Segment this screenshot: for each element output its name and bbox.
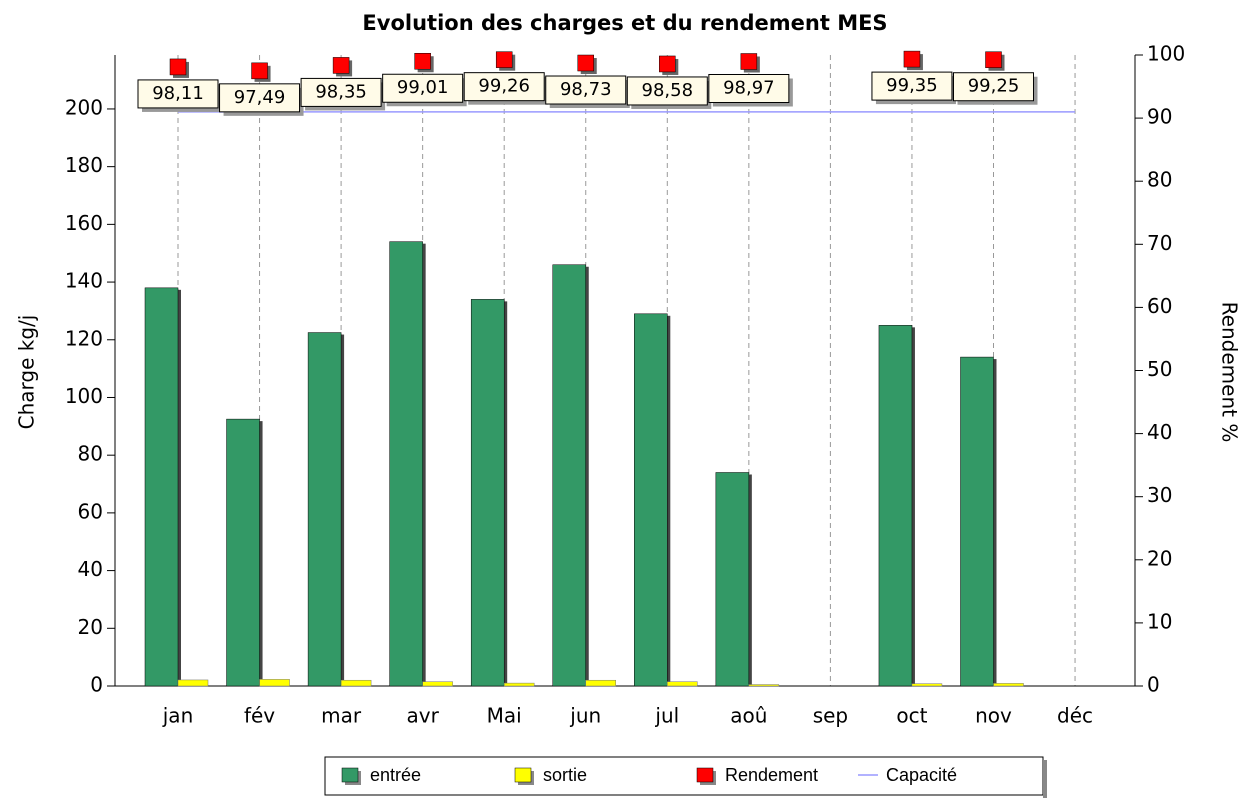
bar xyxy=(422,681,453,687)
y-tick-label: 140 xyxy=(65,269,103,293)
x-tick-label: fév xyxy=(244,704,275,728)
marker xyxy=(495,51,513,68)
x-tick-label: oct xyxy=(896,704,927,728)
label-box xyxy=(463,72,545,102)
bar xyxy=(585,679,616,687)
legend-label: Capacité xyxy=(886,765,957,785)
label-box xyxy=(219,83,301,113)
x-tick-label: jan xyxy=(162,704,194,728)
data-label: 99,35 xyxy=(886,75,938,96)
legend-swatch xyxy=(696,767,714,783)
marker xyxy=(659,55,676,73)
bar xyxy=(878,325,913,687)
data-label: 98,97 xyxy=(723,77,775,98)
y-tick-label: 80 xyxy=(78,442,103,466)
y-tick-label: 160 xyxy=(65,211,103,235)
marker xyxy=(903,50,921,68)
bar xyxy=(911,683,943,687)
label-box xyxy=(626,76,708,106)
y-tick-label: 100 xyxy=(65,384,103,408)
x-tick-label: nov xyxy=(975,704,1012,728)
x-tick-label: déc xyxy=(1057,704,1093,728)
bar xyxy=(144,287,179,687)
y2-tick-label: 40 xyxy=(1147,420,1172,444)
label-box xyxy=(300,77,382,107)
label-box xyxy=(137,79,219,109)
bar xyxy=(389,241,423,687)
y-tick-label: 180 xyxy=(65,153,103,177)
y-tick-label: 200 xyxy=(65,95,103,119)
y2-tick-label: 50 xyxy=(1147,357,1172,381)
bar xyxy=(960,356,994,687)
label-box xyxy=(953,72,1034,102)
data-label: 99,01 xyxy=(397,77,449,98)
bar xyxy=(470,299,505,687)
y2-axis-label: Rendement % xyxy=(1218,302,1242,443)
marker xyxy=(251,62,268,80)
y2-tick-label: 90 xyxy=(1147,105,1172,129)
y2-tick-label: 80 xyxy=(1147,168,1172,192)
data-label: 98,73 xyxy=(560,79,612,100)
data-label: 97,49 xyxy=(234,87,286,108)
y-tick-label: 40 xyxy=(78,557,103,581)
chart-title: Evolution des charges et du rendement ME… xyxy=(362,11,887,35)
bar xyxy=(340,679,372,687)
x-tick-label: sep xyxy=(813,704,848,728)
y2-tick-label: 100 xyxy=(1147,42,1185,66)
marker xyxy=(577,54,594,72)
x-tick-label: avr xyxy=(406,704,439,728)
y2-tick-label: 30 xyxy=(1147,483,1172,507)
label-box xyxy=(871,71,953,101)
marker xyxy=(414,52,431,70)
y-tick-label: 20 xyxy=(78,615,103,639)
marker xyxy=(985,51,1002,68)
y-axis-label: Charge kg/j xyxy=(15,315,39,430)
legend-box xyxy=(324,756,1044,796)
y2-tick-label: 20 xyxy=(1147,546,1172,570)
legend-swatch xyxy=(514,767,532,783)
marker xyxy=(169,58,187,76)
y-tick-label: 0 xyxy=(90,673,103,697)
data-label: 99,25 xyxy=(968,76,1020,97)
data-label: 98,35 xyxy=(315,81,367,102)
y2-tick-label: 10 xyxy=(1147,609,1172,633)
legend-label: entrée xyxy=(370,765,421,785)
data-label: 98,11 xyxy=(152,83,204,104)
y-tick-label: 120 xyxy=(65,326,103,350)
bar xyxy=(226,418,260,687)
label-box xyxy=(382,73,464,103)
bar xyxy=(177,679,209,687)
marker xyxy=(332,57,350,74)
marker xyxy=(740,53,758,70)
y2-tick-label: 70 xyxy=(1147,231,1172,255)
bar xyxy=(307,332,342,687)
x-tick-label: mar xyxy=(321,704,362,728)
label-box xyxy=(545,75,627,105)
bar xyxy=(715,472,750,687)
bar xyxy=(552,264,586,687)
data-label: 98,58 xyxy=(642,80,694,101)
x-tick-label: aoû xyxy=(730,704,767,728)
y-tick-label: 60 xyxy=(78,499,103,523)
bar xyxy=(667,681,698,687)
x-tick-label: Mai xyxy=(487,704,522,728)
legend-label: sortie xyxy=(543,765,587,785)
x-tick-label: jun xyxy=(569,704,601,728)
x-tick-label: jul xyxy=(654,704,679,728)
bar xyxy=(259,679,290,687)
label-box xyxy=(708,73,790,103)
y2-tick-label: 60 xyxy=(1147,294,1172,318)
legend-swatch xyxy=(341,767,359,783)
bar xyxy=(993,683,1024,687)
legend-label: Rendement xyxy=(725,765,818,785)
legend-shadow xyxy=(1043,760,1047,798)
bar xyxy=(634,313,668,687)
bar xyxy=(748,684,780,687)
bar xyxy=(503,682,535,687)
data-label: 99,26 xyxy=(478,76,530,97)
y2-tick-label: 0 xyxy=(1147,673,1160,697)
